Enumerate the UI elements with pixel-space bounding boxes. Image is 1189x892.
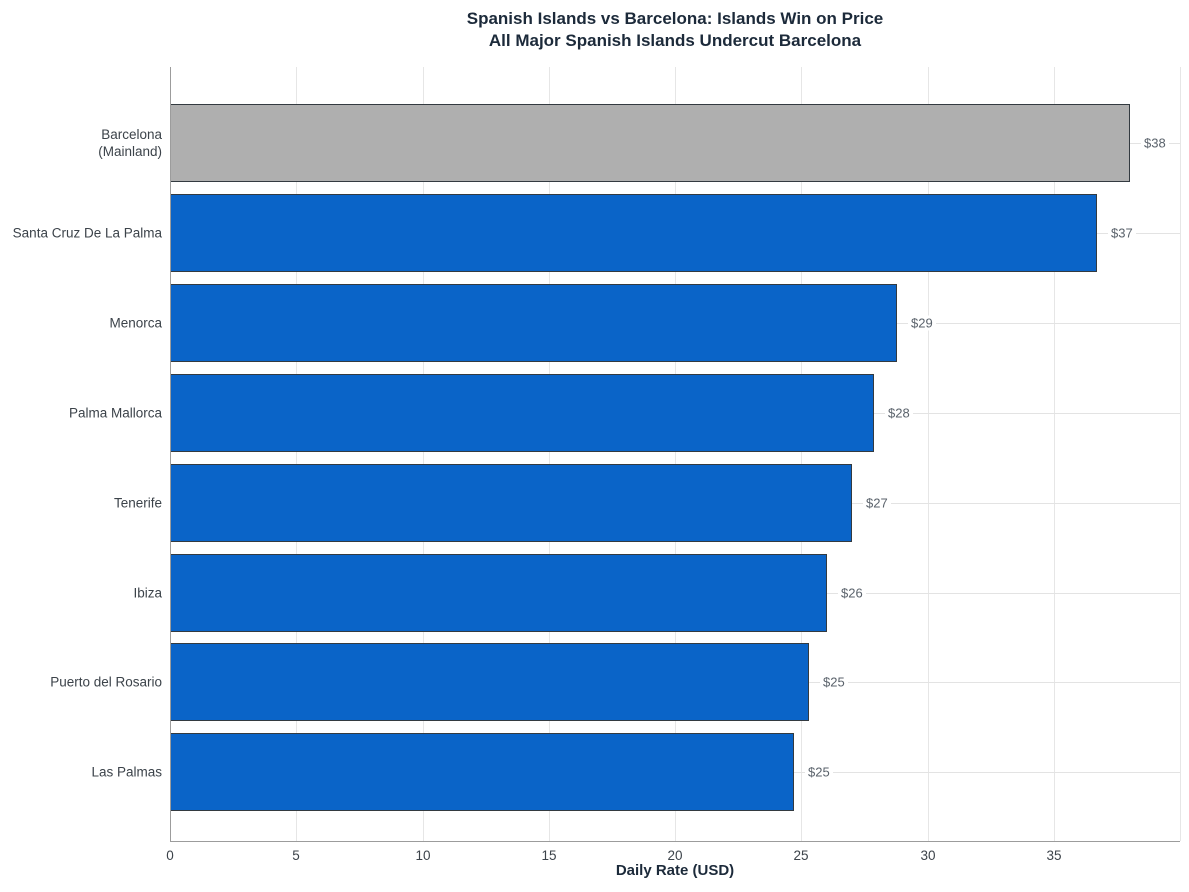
bar <box>170 284 897 362</box>
vertical-gridline <box>422 67 424 841</box>
value-label: $29 <box>908 315 936 331</box>
x-tick-label: 30 <box>920 848 936 863</box>
y-axis-category-label: Puerto del Rosario <box>50 674 162 690</box>
value-label: $28 <box>885 405 913 421</box>
bar <box>170 104 1130 182</box>
vertical-gridline <box>1053 67 1055 841</box>
y-axis-category-label: Barcelona (Mainland) <box>98 127 162 159</box>
x-tick-label: 25 <box>793 848 809 863</box>
y-axis-category-label: Tenerife <box>113 495 162 511</box>
value-label: $25 <box>820 674 848 690</box>
y-axis-category-label: Ibiza <box>133 585 162 601</box>
chart-title: Spanish Islands vs Barcelona: Islands Wi… <box>466 9 884 28</box>
value-label: $27 <box>863 495 891 511</box>
vertical-gridline <box>801 67 803 841</box>
x-axis-line <box>170 841 1180 842</box>
bar <box>170 374 874 452</box>
vertical-gridline <box>548 67 550 841</box>
value-label: $37 <box>1108 225 1136 241</box>
chart-subtitle: All Major Spanish Islands Undercut Barce… <box>488 31 862 50</box>
y-axis-category-label: Menorca <box>109 315 162 331</box>
vertical-gridline <box>927 67 929 841</box>
vertical-gridline <box>675 67 676 841</box>
x-tick-label: 20 <box>667 848 683 863</box>
x-tick-label: 10 <box>415 848 431 863</box>
y-axis-line <box>170 67 171 841</box>
vertical-gridline <box>296 67 298 841</box>
value-label: $38 <box>1141 135 1169 151</box>
y-axis-category-label: Santa Cruz De La Palma <box>12 225 162 241</box>
vertical-gridline <box>1180 67 1181 841</box>
x-tick-label: 0 <box>166 848 174 863</box>
x-tick-label: 5 <box>292 848 300 863</box>
y-axis-category-label: Palma Mallorca <box>68 405 162 421</box>
x-axis-title: Daily Rate (USD) <box>615 862 735 879</box>
bar <box>170 733 794 811</box>
value-label: $26 <box>838 585 866 601</box>
y-axis-category-label: Las Palmas <box>91 764 162 780</box>
value-label: $25 <box>805 764 833 780</box>
x-tick-label: 15 <box>541 848 557 863</box>
bar <box>170 554 827 632</box>
bar <box>170 643 809 721</box>
x-tick-label: 35 <box>1046 848 1062 863</box>
bar <box>170 464 852 542</box>
bar <box>170 194 1097 272</box>
